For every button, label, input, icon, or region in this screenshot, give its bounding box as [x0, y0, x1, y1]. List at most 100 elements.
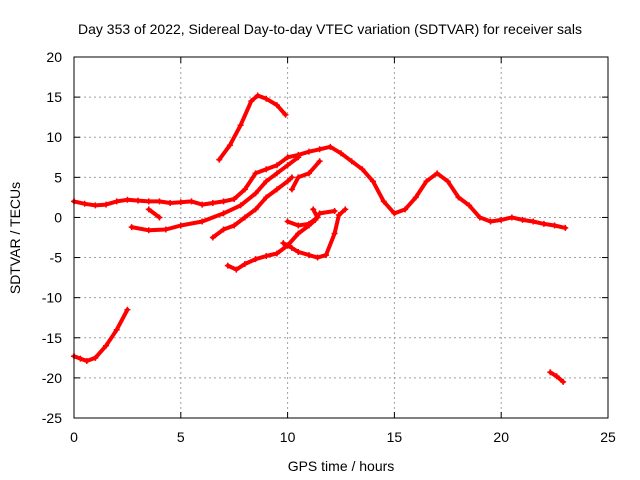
data-point	[237, 122, 244, 129]
tick-layer	[73, 56, 609, 419]
data-point	[423, 178, 430, 185]
data-point	[124, 306, 131, 313]
data-point	[305, 170, 312, 177]
x-axis-label: GPS time / hours	[288, 458, 395, 474]
data-point	[295, 174, 302, 181]
data-point	[92, 354, 99, 361]
y-tick-label: -20	[42, 370, 62, 386]
data-point	[263, 166, 270, 173]
data-point	[113, 198, 120, 205]
series-arc-h	[284, 206, 321, 229]
series-arc-c	[209, 174, 295, 241]
data-point	[342, 206, 349, 213]
y-tick-label: -25	[42, 410, 62, 426]
series-arc-i	[71, 306, 131, 365]
data-point	[252, 170, 259, 177]
data-point	[177, 222, 184, 229]
data-point	[284, 178, 291, 185]
data-point	[231, 195, 238, 202]
data-point	[199, 218, 206, 225]
data-point	[316, 158, 323, 165]
data-point	[348, 158, 355, 165]
data-point	[519, 216, 526, 223]
data-point	[331, 208, 338, 215]
data-point	[273, 186, 280, 193]
data-point	[487, 218, 494, 225]
y-tick-label: -5	[50, 250, 63, 266]
data-point	[547, 369, 554, 376]
y-tick-label: 15	[46, 89, 62, 105]
data-point	[124, 196, 131, 203]
x-tick-label: 10	[280, 429, 296, 445]
data-point	[216, 156, 223, 163]
series-line	[210, 175, 294, 240]
data-point	[167, 200, 174, 207]
data-point	[145, 198, 152, 205]
data-point	[252, 190, 259, 197]
data-point	[508, 214, 515, 221]
tick-label-layer: 0 5 10 15 20 25 -25 -20 -15 -10 -5 0 5 10 15 20	[42, 49, 616, 445]
data-point	[280, 240, 287, 247]
y-tick-label: 0	[54, 209, 62, 225]
data-point	[380, 198, 387, 205]
data-point	[314, 254, 321, 261]
data-point	[241, 214, 248, 221]
data-point	[316, 146, 323, 153]
data-point	[316, 210, 323, 217]
y-axis-label: SDTVAR / TECUs	[7, 182, 23, 294]
grid-layer	[74, 57, 608, 418]
series-line	[217, 93, 288, 162]
data-point	[314, 214, 321, 221]
data-point	[128, 224, 135, 231]
data-point	[188, 198, 195, 205]
data-point	[103, 342, 110, 349]
data-point	[338, 150, 344, 157]
plot-frame	[73, 56, 609, 419]
data-point	[402, 206, 409, 213]
data-point	[284, 154, 291, 161]
data-point	[295, 230, 302, 237]
series-arc-d	[288, 158, 323, 193]
data-point	[83, 358, 90, 365]
data-point	[284, 218, 291, 225]
data-point	[305, 148, 312, 155]
data-point	[370, 178, 377, 185]
data-point	[327, 143, 334, 150]
data-point	[273, 102, 280, 109]
data-point	[273, 250, 280, 257]
x-tick-label: 20	[493, 429, 509, 445]
series-arc-e	[216, 92, 289, 163]
data-point	[263, 178, 270, 185]
data-point	[241, 186, 248, 193]
data-point	[273, 162, 280, 169]
data-point	[288, 186, 295, 193]
data-point	[199, 201, 206, 208]
data-point	[530, 218, 537, 225]
data-point	[434, 170, 441, 177]
data-point	[254, 92, 261, 99]
data-point	[135, 197, 142, 204]
data-point	[233, 266, 240, 273]
data-point	[156, 198, 163, 205]
series-arc-main	[71, 143, 569, 231]
data-point	[209, 200, 216, 207]
series-arc-a	[128, 154, 302, 234]
y-tick-label: 5	[54, 169, 62, 185]
data-point	[553, 373, 560, 380]
data-point	[335, 212, 342, 219]
data-point	[263, 194, 270, 201]
data-point	[113, 326, 120, 333]
data-point	[226, 142, 233, 149]
data-point	[273, 170, 280, 177]
data-point	[77, 355, 84, 362]
data-point	[551, 222, 558, 229]
data-point	[145, 206, 152, 213]
x-tick-label: 25	[600, 429, 616, 445]
data-point	[209, 234, 216, 241]
data-point	[391, 210, 398, 217]
x-tick-label: 15	[387, 429, 403, 445]
y-tick-label: 10	[46, 129, 62, 145]
data-point	[305, 220, 312, 227]
data-point	[263, 95, 270, 102]
data-point	[252, 206, 259, 213]
